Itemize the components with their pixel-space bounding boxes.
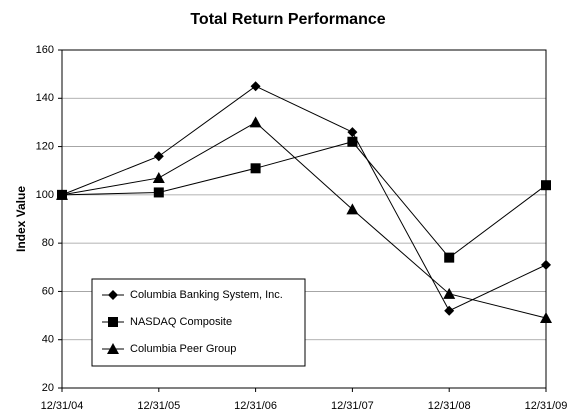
point (540, 311, 552, 323)
legend-marker (107, 343, 119, 354)
y-axis-title: Index Value (14, 186, 28, 252)
point (347, 136, 358, 147)
y-tick-label: 80 (42, 237, 54, 249)
x-tick-label: 12/31/06 (234, 400, 277, 412)
point (153, 151, 164, 162)
x-tick-label: 12/31/04 (41, 400, 84, 412)
chart-title: Total Return Performance (190, 11, 385, 28)
y-tick-label: 120 (36, 140, 54, 152)
point (250, 163, 261, 174)
point (346, 203, 359, 215)
plot-frame (61, 49, 547, 389)
series-line (61, 141, 547, 259)
x-tick-label: 12/31/05 (137, 400, 180, 412)
x-tick-label: 12/31/07 (331, 400, 374, 412)
x-tick-label: 12/31/09 (525, 400, 568, 412)
point (444, 305, 455, 316)
y-tick-label: 40 (42, 334, 54, 346)
legend-label: Columbia Banking System, Inc. (130, 289, 283, 301)
legend-label: Columbia Peer Group (130, 343, 236, 355)
point (347, 127, 358, 138)
series-line (61, 85, 547, 312)
x-tick-label: 12/31/08 (428, 400, 471, 412)
series-line (61, 121, 547, 319)
point (152, 171, 165, 183)
point (443, 287, 456, 299)
point (249, 116, 262, 128)
y-tick-label: 20 (42, 382, 54, 394)
legend-marker (108, 290, 118, 300)
point (444, 252, 455, 263)
legend-label: NASDAQ Composite (130, 316, 232, 328)
y-tick-label: 60 (42, 285, 54, 297)
point (541, 180, 551, 191)
y-tick-label: 160 (36, 44, 54, 56)
legend-marker (108, 317, 118, 327)
y-tick-label: 100 (36, 189, 54, 201)
point (56, 188, 68, 200)
y-tick-label: 140 (36, 92, 54, 104)
legend-box (91, 278, 306, 367)
point (250, 81, 261, 92)
point (541, 259, 551, 270)
point (153, 187, 164, 198)
